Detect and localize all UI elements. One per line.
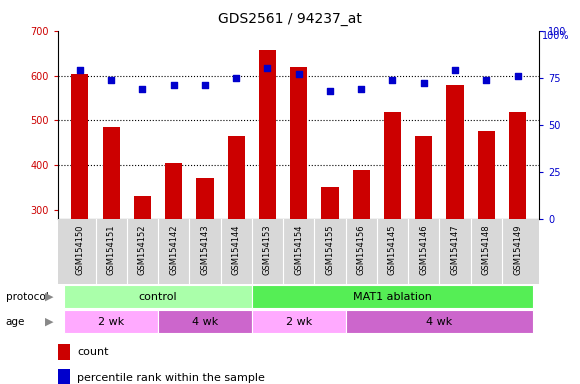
Text: 4 wk: 4 wk (192, 316, 218, 327)
Point (450, 67, 459, 73)
Bar (103, 127, 119, 344)
Text: 2 wk: 2 wk (285, 316, 312, 327)
Text: 4 wk: 4 wk (426, 316, 452, 327)
Text: ▶: ▶ (45, 316, 53, 327)
Text: MAT1 ablation: MAT1 ablation (353, 291, 432, 302)
Point (263, 65, 272, 71)
Text: GSM154142: GSM154142 (169, 224, 178, 275)
Bar (64, 310, 158, 333)
Text: 2 wk: 2 wk (98, 316, 124, 327)
Point (200, 82, 209, 88)
Bar (290, 66, 307, 344)
Text: GSM154146: GSM154146 (419, 224, 428, 275)
Bar (227, 136, 245, 344)
Text: GSM154151: GSM154151 (107, 224, 115, 275)
Point (419, 80, 429, 86)
Bar (384, 112, 401, 344)
Point (75, 67, 85, 73)
Point (481, 76, 491, 83)
Point (107, 76, 116, 83)
Text: GSM154150: GSM154150 (75, 224, 84, 275)
Bar (478, 131, 495, 344)
Text: 100%: 100% (542, 31, 570, 41)
Point (513, 73, 522, 79)
Bar (58, 369, 70, 384)
Text: GSM154156: GSM154156 (357, 224, 366, 275)
Point (294, 71, 303, 77)
Text: count: count (77, 348, 109, 358)
Bar (252, 285, 533, 308)
Bar (259, 50, 276, 344)
Point (357, 86, 366, 92)
Text: GSM154149: GSM154149 (513, 224, 522, 275)
Point (325, 88, 335, 94)
Bar (321, 187, 339, 344)
Point (388, 76, 397, 83)
Text: ▶: ▶ (45, 291, 53, 302)
Bar (353, 170, 370, 344)
Bar (64, 285, 252, 308)
Text: GSM154144: GSM154144 (231, 224, 241, 275)
Text: control: control (139, 291, 177, 302)
Text: percentile rank within the sample: percentile rank within the sample (77, 373, 265, 383)
Bar (447, 85, 463, 344)
Bar (158, 310, 252, 333)
Bar (165, 163, 182, 344)
Text: GSM154152: GSM154152 (138, 224, 147, 275)
Bar (196, 178, 213, 344)
Bar (134, 197, 151, 344)
Bar (509, 112, 526, 344)
Text: protocol: protocol (6, 291, 49, 302)
Text: GSM154148: GSM154148 (482, 224, 491, 275)
Bar (252, 310, 346, 333)
Bar (58, 344, 70, 360)
Bar (346, 310, 533, 333)
Bar (71, 74, 89, 344)
Text: GSM154154: GSM154154 (294, 224, 303, 275)
Point (231, 74, 241, 81)
Text: GSM154143: GSM154143 (201, 224, 209, 275)
Text: GSM154155: GSM154155 (325, 224, 335, 275)
Text: GSM154153: GSM154153 (263, 224, 272, 275)
Point (169, 82, 178, 88)
Text: GSM154147: GSM154147 (451, 224, 459, 275)
Text: age: age (6, 316, 25, 327)
Text: GDS2561 / 94237_at: GDS2561 / 94237_at (218, 12, 362, 25)
Text: GSM154145: GSM154145 (388, 224, 397, 275)
Point (138, 86, 147, 92)
Bar (415, 136, 432, 344)
